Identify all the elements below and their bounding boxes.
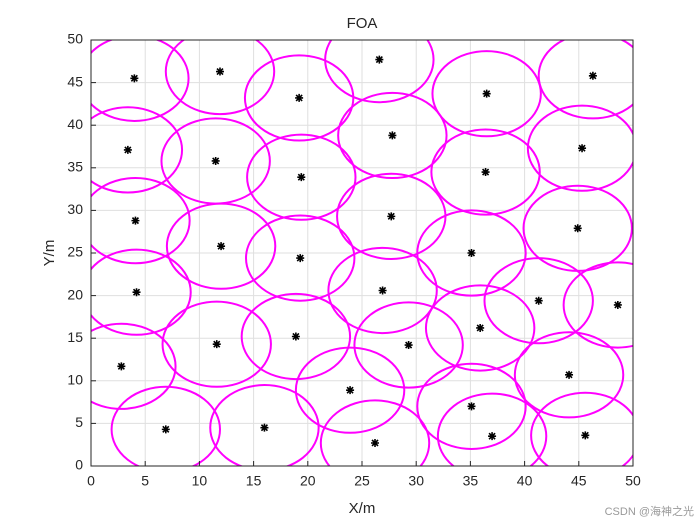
coverage-circle	[164, 40, 276, 116]
coverage-circle	[91, 322, 177, 410]
point	[132, 288, 141, 297]
coverage-circle	[91, 248, 192, 336]
coverage-circle	[526, 104, 633, 192]
watermark: CSDN @海神之光	[605, 504, 694, 518]
coverage-circle	[537, 40, 633, 120]
point	[588, 71, 597, 80]
y-tick-label: 5	[75, 414, 83, 430]
x-tick-label: 15	[246, 473, 262, 489]
x-tick-label: 20	[300, 473, 316, 489]
coverage-circle	[513, 331, 625, 419]
coverage-circle	[327, 246, 438, 335]
y-tick-label: 45	[67, 73, 83, 89]
coverage-circle	[424, 284, 536, 372]
x-tick-label: 35	[463, 473, 479, 489]
chart-title: FOA	[347, 15, 378, 32]
coverage-circle	[416, 362, 527, 450]
y-tick-label: 20	[67, 286, 83, 302]
point	[297, 173, 306, 182]
point	[371, 438, 380, 447]
point	[467, 402, 476, 411]
point	[131, 216, 140, 225]
coverage-circle	[240, 292, 352, 381]
y-tick-label: 40	[67, 116, 83, 132]
point	[565, 370, 574, 379]
point	[211, 156, 220, 165]
y-tick-label: 10	[67, 372, 83, 388]
point	[212, 340, 221, 349]
coverage-circle	[91, 106, 184, 194]
coverage-circle	[483, 257, 594, 345]
coverage-circle	[319, 399, 431, 466]
coverage-circle	[209, 384, 320, 466]
x-tick-label: 45	[571, 473, 587, 489]
point	[481, 168, 490, 177]
coverage-circle	[324, 40, 435, 104]
point	[387, 212, 396, 221]
x-tick-label: 0	[87, 473, 95, 489]
point	[482, 89, 491, 98]
coverage-circle	[165, 202, 277, 290]
coverage-circle	[161, 300, 272, 388]
coverage-circle	[431, 50, 542, 138]
y-axis-label: Y/m	[41, 240, 58, 267]
x-tick-label: 50	[625, 473, 641, 489]
coverage-circle	[337, 91, 448, 180]
point	[375, 55, 384, 64]
coverage-circle	[91, 40, 190, 122]
point	[295, 93, 304, 102]
point	[260, 423, 269, 432]
x-axis-label: X/m	[349, 500, 376, 517]
point	[573, 224, 582, 233]
coverage-circle	[562, 261, 633, 349]
point	[130, 74, 139, 83]
y-tick-label: 25	[67, 244, 83, 260]
coverage-circle	[246, 133, 357, 221]
point	[488, 432, 497, 441]
point	[578, 144, 587, 153]
point	[161, 425, 170, 434]
point	[217, 242, 226, 251]
point	[613, 300, 622, 309]
y-tick-label: 35	[67, 159, 83, 175]
coverage-circle	[353, 301, 464, 389]
point	[346, 386, 355, 395]
y-tick-label: 30	[67, 201, 83, 217]
x-tick-label: 30	[408, 473, 424, 489]
y-tick-label: 15	[67, 329, 83, 345]
point	[215, 67, 224, 76]
point	[378, 286, 387, 295]
coverage-circle	[436, 392, 548, 466]
point	[476, 323, 485, 332]
coverage-circle	[430, 128, 541, 216]
coverage-circle	[416, 209, 527, 297]
coverage-circle	[245, 214, 356, 302]
point	[296, 254, 305, 263]
point	[123, 145, 132, 154]
x-tick-label: 40	[517, 473, 533, 489]
y-tick-label: 0	[75, 457, 83, 473]
point	[534, 296, 543, 305]
point	[467, 249, 476, 257]
y-tick-label: 50	[67, 31, 83, 47]
x-tick-label: 10	[192, 473, 208, 489]
coverage-circle	[530, 391, 633, 466]
x-tick-label: 5	[141, 473, 149, 489]
x-tick-label: 25	[354, 473, 370, 489]
point	[404, 341, 413, 350]
point	[581, 431, 590, 440]
point	[388, 131, 397, 140]
point	[291, 332, 300, 341]
coverage-circle	[110, 385, 221, 466]
point	[117, 362, 126, 371]
coverage-circle	[91, 177, 191, 265]
coverage-circle	[294, 346, 406, 434]
